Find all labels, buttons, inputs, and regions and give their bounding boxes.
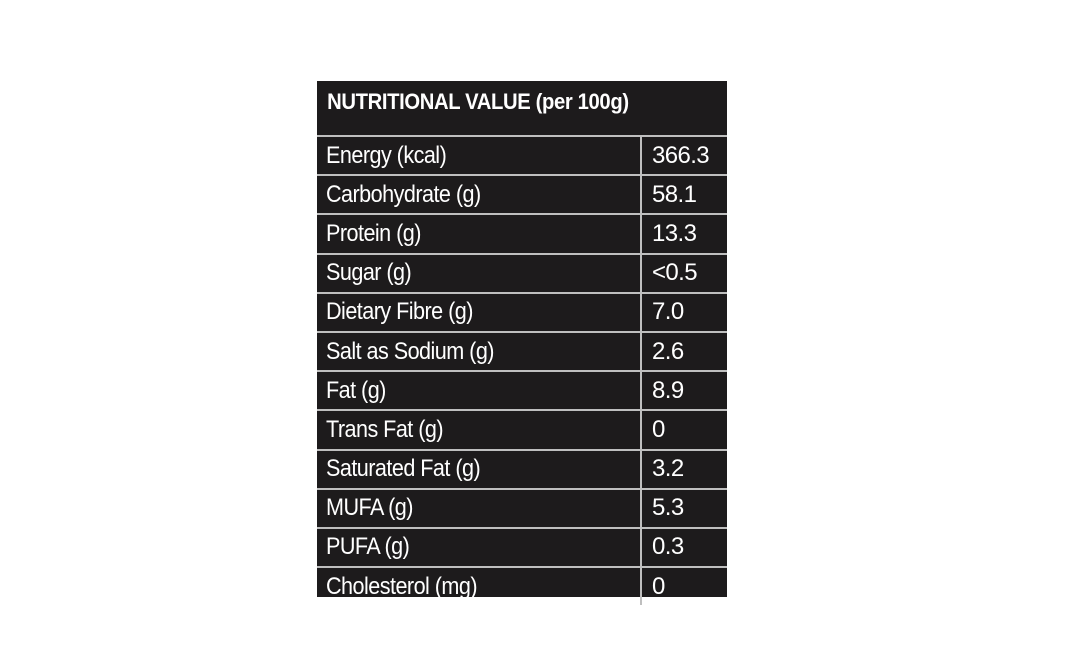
table-row: Cholesterol (mg) 0	[317, 566, 727, 606]
nutrient-label: Protein (g)	[326, 219, 421, 247]
nutrient-value: 5.3	[640, 489, 727, 527]
nutrient-value: 0.3	[640, 528, 727, 567]
table-row: Energy (kcal) 366.3	[317, 135, 727, 175]
nutrient-value: 0	[640, 568, 727, 606]
nutrient-label: Sugar (g)	[326, 259, 412, 287]
nutrient-value: 3.2	[640, 450, 727, 488]
nutrient-value: 2.6	[640, 332, 727, 371]
nutrient-value: 58.1	[640, 176, 727, 214]
nutrient-value: 7.0	[640, 293, 727, 331]
table-row: Carbohydrate (g) 58.1	[317, 174, 727, 214]
nutrient-label: MUFA (g)	[326, 494, 413, 522]
table-row: MUFA (g) 5.3	[317, 487, 727, 527]
nutrient-label: Saturated Fat (g)	[326, 455, 481, 483]
table-row: Saturated Fat (g) 3.2	[317, 448, 727, 488]
nutrient-label: Energy (kcal)	[326, 141, 447, 169]
nutrient-label: Dietary Fibre (g)	[326, 298, 473, 326]
nutrient-value: <0.5	[640, 254, 727, 292]
table-body: Energy (kcal) 366.3 Carbohydrate (g) 58.…	[317, 135, 727, 606]
nutrient-label: Trans Fat (g)	[326, 415, 444, 443]
table-row: Fat (g) 8.9	[317, 370, 727, 410]
nutrient-label: Carbohydrate (g)	[326, 180, 481, 208]
nutrition-table: NUTRITIONAL VALUE (per 100g) Energy (kca…	[317, 81, 727, 606]
table-row: Salt as Sodium (g) 2.6	[317, 330, 727, 371]
nutrient-value: 13.3	[640, 215, 727, 253]
nutrient-label: Salt as Sodium (g)	[326, 337, 495, 365]
nutrient-value: 366.3	[640, 137, 727, 175]
nutrient-label: Fat (g)	[326, 376, 386, 404]
table-title: NUTRITIONAL VALUE (per 100g)	[327, 89, 629, 114]
nutrient-value: 8.9	[640, 372, 727, 410]
nutrient-value: 0	[640, 411, 727, 449]
nutrient-label: PUFA (g)	[326, 533, 410, 561]
nutrient-label: Cholesterol (mg)	[326, 572, 478, 600]
table-row: Protein (g) 13.3	[317, 213, 727, 253]
table-row: Sugar (g) <0.5	[317, 252, 727, 292]
table-row: Trans Fat (g) 0	[317, 409, 727, 449]
table-row: Dietary Fibre (g) 7.0	[317, 291, 727, 331]
table-row: PUFA (g) 0.3	[317, 526, 727, 567]
